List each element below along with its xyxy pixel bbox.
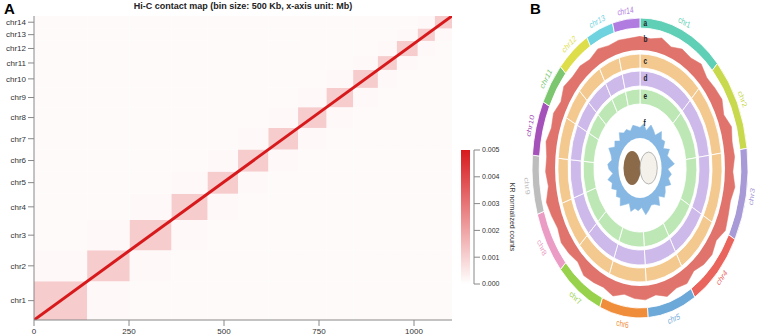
svg-text:1000: 1000: [405, 327, 423, 336]
svg-text:chr4: chr4: [10, 203, 26, 212]
svg-text:chr13: chr13: [588, 12, 606, 30]
svg-text:chr13: chr13: [6, 30, 27, 39]
svg-text:chr14: chr14: [6, 18, 27, 27]
svg-text:chr8: chr8: [535, 237, 548, 258]
svg-text:chr11: chr11: [539, 67, 554, 91]
svg-text:750: 750: [312, 327, 326, 336]
svg-text:chr1: chr1: [10, 296, 26, 305]
svg-text:chr2: chr2: [10, 262, 26, 271]
svg-text:d: d: [644, 73, 648, 83]
svg-text:0.002: 0.002: [482, 227, 500, 234]
svg-text:chr3: chr3: [10, 231, 26, 240]
svg-text:chr1: chr1: [677, 14, 691, 30]
svg-text:0.005: 0.005: [482, 146, 500, 153]
svg-text:chr10: chr10: [525, 113, 537, 138]
svg-text:a: a: [644, 18, 648, 28]
svg-text:chr11: chr11: [7, 59, 27, 68]
svg-text:chr5: chr5: [10, 178, 26, 187]
svg-text:chr8: chr8: [10, 113, 26, 122]
svg-text:chr6: chr6: [10, 156, 26, 165]
svg-text:chr9: chr9: [10, 93, 26, 102]
svg-text:c: c: [644, 56, 648, 66]
svg-text:chr10: chr10: [6, 75, 27, 84]
svg-text:e: e: [644, 91, 648, 101]
html-text:B: B: [530, 0, 541, 17]
html-text:A: A: [4, 0, 15, 17]
svg-text:250: 250: [122, 327, 136, 336]
svg-text:0.001: 0.001: [482, 254, 500, 261]
svg-text:chr3: chr3: [747, 186, 757, 206]
svg-text:b: b: [644, 34, 648, 44]
svg-text:chr4: chr4: [715, 267, 729, 287]
svg-text:0.000: 0.000: [482, 280, 500, 287]
svg-text:chr9: chr9: [523, 177, 532, 196]
svg-text:500: 500: [217, 327, 231, 336]
svg-text:f: f: [644, 118, 646, 128]
svg-text:0: 0: [32, 327, 37, 336]
svg-text:chr2: chr2: [736, 89, 748, 109]
svg-text:chr7: chr7: [10, 135, 26, 144]
svg-text:0.003: 0.003: [482, 200, 500, 207]
html-text:Hi-C contact map (bin size: 50: Hi-C contact map (bin size: 500 Kb, x-ax…: [133, 1, 353, 11]
svg-text:chr6: chr6: [616, 318, 630, 331]
svg-text:KR normalized counts: KR normalized counts: [509, 183, 516, 252]
svg-text:chr12: chr12: [6, 44, 27, 53]
svg-text:chr7: chr7: [568, 289, 583, 307]
svg-text:chr14: chr14: [617, 5, 635, 18]
svg-text:chr5: chr5: [667, 311, 682, 326]
svg-text:0.004: 0.004: [482, 173, 500, 180]
svg-text:chr12: chr12: [561, 33, 578, 55]
